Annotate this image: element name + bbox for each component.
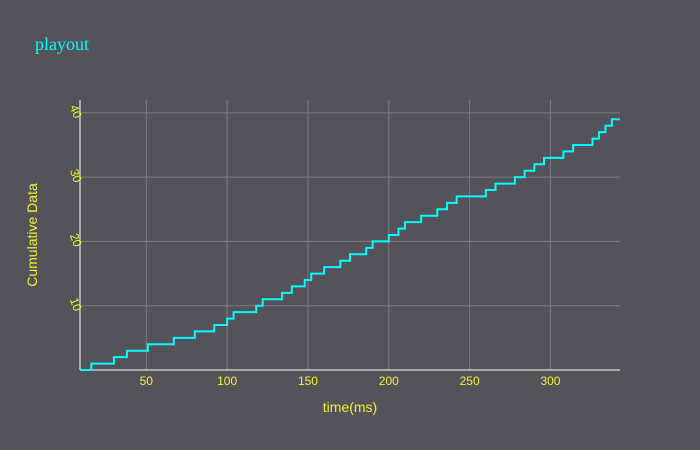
axes <box>79 100 620 371</box>
series-group <box>80 118 620 371</box>
y-axis-label: Cumulative Data <box>24 183 40 287</box>
y-tick-label-30: 30 <box>67 167 85 185</box>
y-tick-label-20: 20 <box>67 231 85 249</box>
grid-lines <box>80 100 620 370</box>
x-tick-label-50: 50 <box>140 374 154 388</box>
chart-title: playout <box>35 34 89 54</box>
y-tick-label-40: 40 <box>67 103 85 121</box>
y-tick-label-10: 10 <box>67 296 85 314</box>
x-tick-label-100: 100 <box>217 374 237 388</box>
tick-labels: 50 100 150 200 250 300 10 20 30 40 <box>67 103 561 388</box>
x-tick-label-250: 250 <box>460 374 480 388</box>
x-tick-label-150: 150 <box>298 374 318 388</box>
x-tick-label-300: 300 <box>540 374 560 388</box>
x-tick-label-200: 200 <box>379 374 399 388</box>
x-axis-label: time(ms) <box>323 399 377 415</box>
series-line-0 <box>80 118 620 371</box>
